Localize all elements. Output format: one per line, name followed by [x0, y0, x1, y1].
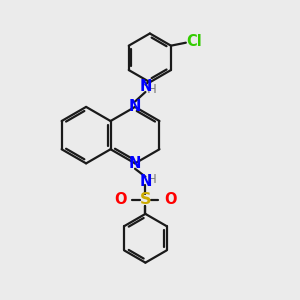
Text: N: N — [129, 99, 141, 114]
Text: N: N — [139, 174, 152, 189]
Text: S: S — [140, 192, 151, 207]
Text: O: O — [164, 192, 177, 207]
Text: N: N — [129, 156, 141, 171]
Text: Cl: Cl — [186, 34, 202, 49]
Text: H: H — [147, 82, 157, 96]
Text: N: N — [139, 80, 152, 94]
Text: O: O — [114, 192, 127, 207]
Text: H: H — [147, 173, 157, 186]
